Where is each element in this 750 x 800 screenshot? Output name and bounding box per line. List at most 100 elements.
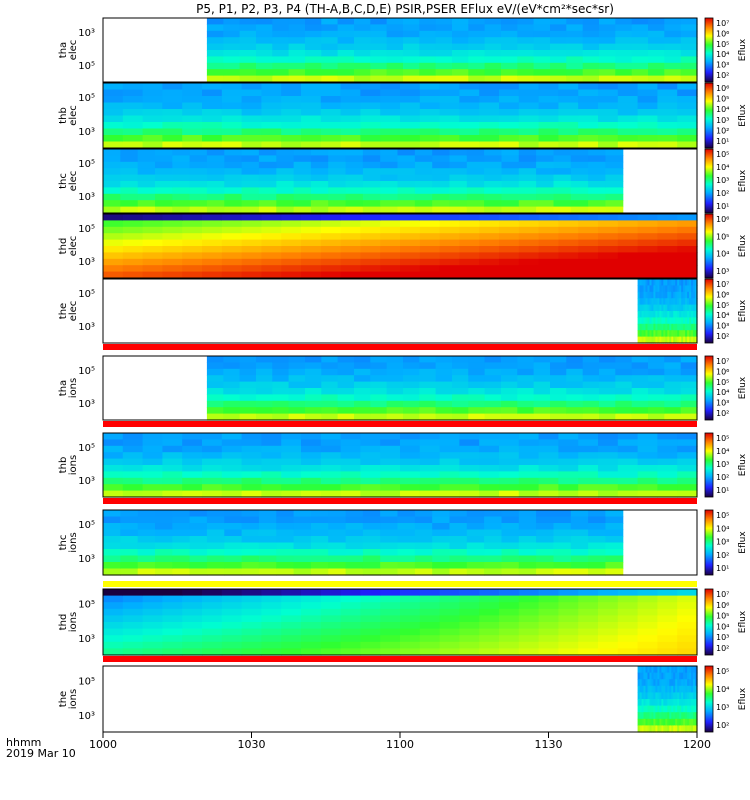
data-cell xyxy=(689,718,692,726)
data-cell xyxy=(631,30,649,38)
data-cell xyxy=(661,718,664,726)
data-cell xyxy=(671,285,674,293)
data-cell xyxy=(340,220,361,228)
data-cell xyxy=(223,37,241,45)
data-cell xyxy=(637,635,658,643)
data-cell xyxy=(566,37,584,45)
data-cell xyxy=(479,458,500,466)
data-cell xyxy=(206,375,224,383)
data-cell xyxy=(241,109,262,117)
data-cell xyxy=(637,471,658,479)
data-cell xyxy=(639,298,643,306)
data-cell xyxy=(189,516,208,524)
data-cell xyxy=(162,641,183,649)
data-cell xyxy=(680,43,698,51)
data-cell xyxy=(258,516,277,524)
data-cell xyxy=(256,56,273,64)
data-cell xyxy=(517,69,535,77)
data-cell xyxy=(663,336,666,344)
data-cell xyxy=(328,206,347,214)
data-cell xyxy=(661,666,664,674)
data-cell xyxy=(661,336,664,344)
data-cell xyxy=(617,271,639,279)
data-cell xyxy=(256,24,273,32)
data-cell xyxy=(615,75,633,83)
data-cell xyxy=(281,89,302,97)
data-cell xyxy=(693,291,696,299)
data-cell xyxy=(553,161,572,169)
data-cell xyxy=(677,220,698,228)
data-cell xyxy=(657,271,678,279)
data-cell xyxy=(479,258,500,266)
data-cell xyxy=(653,317,656,325)
data-cell xyxy=(449,523,468,531)
data-cell xyxy=(588,536,606,544)
data-cell xyxy=(681,304,684,312)
data-cell xyxy=(671,685,674,693)
data-cell xyxy=(679,291,682,299)
data-cell xyxy=(354,413,371,421)
data-cell xyxy=(468,24,486,32)
data-cell xyxy=(301,477,322,485)
data-cell xyxy=(679,330,682,338)
data-cell xyxy=(241,220,262,228)
data-cell xyxy=(484,375,502,383)
data-cell xyxy=(360,271,381,279)
data-cell xyxy=(380,445,401,453)
data-cell xyxy=(206,388,224,395)
data-cell xyxy=(362,555,381,563)
data-cell xyxy=(649,685,653,693)
data-cell xyxy=(386,43,404,51)
data-cell xyxy=(288,69,306,77)
data-cell xyxy=(637,128,658,136)
data-cell xyxy=(162,89,183,97)
data-cell xyxy=(281,465,302,472)
data-cell xyxy=(439,89,460,97)
data-cell xyxy=(103,226,124,234)
data-cell xyxy=(605,174,624,182)
data-cell xyxy=(659,672,662,680)
data-cell xyxy=(340,608,361,616)
data-cell xyxy=(582,50,600,57)
data-cell xyxy=(182,141,203,149)
data-cell xyxy=(419,43,437,51)
data-cell xyxy=(432,174,451,182)
data-cell xyxy=(677,679,680,687)
data-cell xyxy=(657,279,660,286)
data-cell xyxy=(340,433,361,440)
data-cell xyxy=(687,666,690,674)
data-cell xyxy=(484,50,502,57)
data-cell xyxy=(400,615,421,623)
data-cell xyxy=(337,400,355,408)
data-cell xyxy=(689,685,692,693)
data-cell xyxy=(288,356,306,363)
data-cell xyxy=(221,635,243,643)
data-cell xyxy=(354,368,371,376)
data-cell xyxy=(414,149,433,156)
data-cell xyxy=(380,484,401,492)
data-cell xyxy=(687,317,690,325)
data-cell xyxy=(328,568,347,576)
data-cell xyxy=(419,30,437,38)
data-cell xyxy=(432,562,451,570)
data-cell xyxy=(320,89,342,97)
data-cell xyxy=(380,246,401,253)
data-cell xyxy=(499,83,520,91)
data-cell xyxy=(582,356,600,363)
data-cell xyxy=(484,200,502,208)
data-cell xyxy=(479,445,500,453)
panel-label: thb xyxy=(58,107,69,124)
colorbar-tick: 10³ xyxy=(716,399,729,408)
data-cell xyxy=(479,484,500,492)
data-cell xyxy=(588,161,606,169)
data-cell xyxy=(617,122,639,130)
data-cell xyxy=(182,458,203,466)
data-cell xyxy=(345,155,364,163)
data-cell xyxy=(484,362,502,370)
data-cell xyxy=(683,718,686,726)
data-cell xyxy=(566,381,584,389)
colorbar-tick: 10¹ xyxy=(716,137,729,146)
data-cell xyxy=(206,149,225,156)
